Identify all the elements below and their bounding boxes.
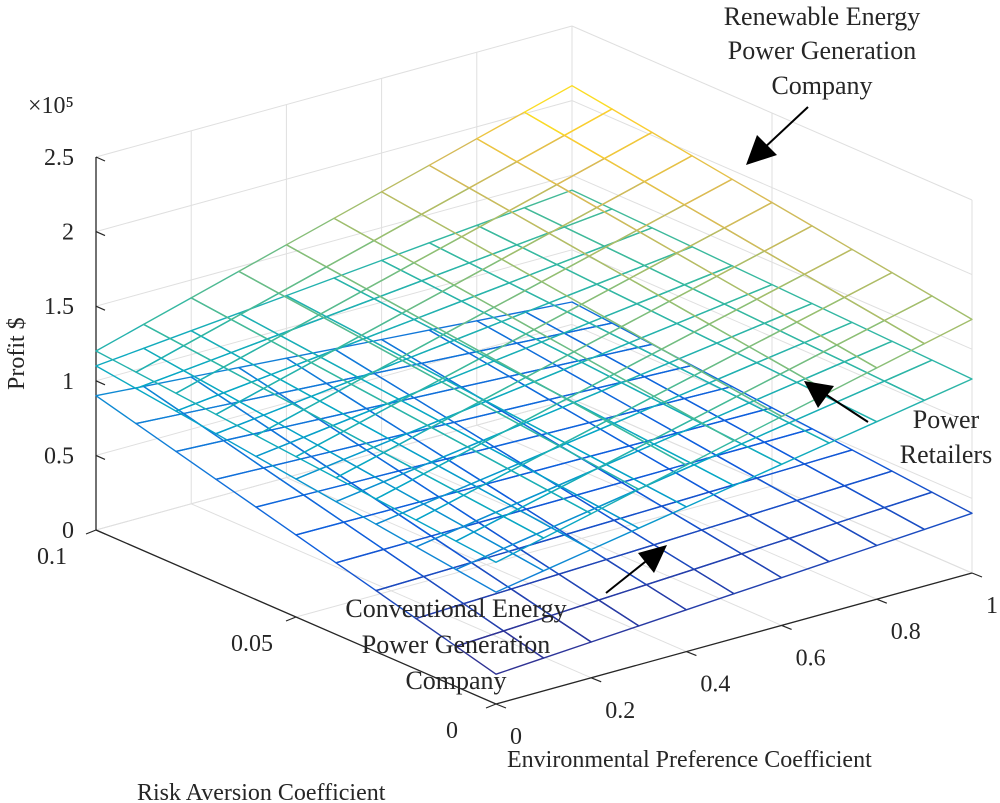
annotation-retailers-line-2: Retailers	[900, 440, 992, 469]
surface-retailers	[95, 189, 973, 593]
arrow-renewable-head	[746, 135, 777, 165]
x-tick-mark	[781, 624, 792, 630]
annotation-renewable-line-2: Power Generation	[728, 36, 916, 65]
x-tick-label: 1	[986, 593, 998, 619]
z-tick-mark	[95, 529, 106, 535]
y-tick-mark	[485, 703, 497, 709]
annotation-retailers-line-1: Power	[913, 405, 980, 434]
y-tick-mark	[285, 616, 297, 622]
y-tick-label: 0.05	[231, 631, 273, 657]
annotation-renewable-line-1: Renewable Energy	[724, 2, 921, 31]
x-tick-mark	[876, 598, 888, 604]
grid-back-z-line	[95, 100, 573, 233]
grid-side-z-line	[571, 25, 973, 201]
annotation-renewable: Renewable Energy Power Generation Compan…	[724, 2, 921, 165]
annotation-conventional-line-3: Company	[405, 666, 506, 695]
z-tick-mark	[95, 380, 106, 386]
grid-back-z-line	[95, 323, 573, 456]
x-tick-label: 0.8	[891, 619, 921, 645]
grid-back-z-line	[95, 249, 573, 382]
arrow-renewable-shaft	[761, 106, 809, 151]
x-tick-mark	[971, 572, 983, 578]
surface-cell	[883, 359, 973, 401]
axes-layer	[85, 156, 983, 709]
surface-layer	[95, 84, 973, 675]
z-tick-mark	[95, 231, 106, 237]
grid-floor-y-line	[295, 485, 773, 618]
x-axis-line	[495, 572, 973, 705]
z-tick-label: 1.5	[44, 294, 74, 320]
arrow-retailers-shaft	[821, 391, 869, 423]
x-tick-mark	[495, 703, 507, 709]
z-tick-label: 2.5	[44, 145, 74, 171]
x-tick-mark	[590, 677, 602, 683]
z-exponent-label: ×10⁵	[28, 93, 74, 119]
z-tick-mark	[95, 156, 106, 162]
x-tick-label: 0.2	[605, 698, 635, 724]
annotation-retailers: Power Retailers	[804, 381, 992, 469]
grid-back-z-line	[95, 25, 573, 158]
y-tick-label: 0	[446, 718, 458, 744]
annotation-conventional: Conventional Energy Power Generation Com…	[345, 545, 667, 695]
x-tick-label: 0.6	[796, 645, 826, 671]
x-tick-label: 0.4	[700, 672, 730, 698]
y-axis-title: Risk Aversion Coefficient	[137, 780, 386, 803]
surface-cell	[883, 295, 973, 345]
annotation-renewable-line-3: Company	[771, 71, 872, 100]
z-tick-label: 0	[62, 518, 74, 544]
grid-side-z-line	[571, 249, 973, 425]
x-tick-mark	[686, 651, 697, 657]
grid-floor-y-line	[95, 398, 573, 531]
z-tick-label: 1	[62, 369, 74, 395]
arrow-conventional-head	[638, 545, 667, 573]
z-tick-mark	[95, 305, 106, 311]
grid-side-z-line	[571, 174, 973, 350]
arrow-retailers-head	[804, 381, 834, 408]
z-tick-label: 0.5	[44, 443, 74, 469]
z-axis-title: Profit $	[4, 317, 30, 390]
y-tick-mark	[85, 529, 97, 535]
annotation-conventional-line-2: Power Generation	[362, 630, 550, 659]
annotation-conventional-line-1: Conventional Energy	[345, 594, 566, 623]
y-tick-label: 0.1	[37, 544, 67, 570]
x-tick-label: 0	[510, 724, 522, 750]
x-axis-title: Environmental Preference Coefficient	[507, 747, 872, 773]
surface-cell	[883, 491, 973, 531]
surface-renewable	[95, 84, 973, 563]
z-tick-label: 2	[62, 220, 74, 246]
grid-side-z-line	[571, 100, 973, 276]
grid-back-z-line	[95, 174, 573, 307]
arrow-conventional-shaft	[605, 557, 651, 594]
z-tick-mark	[95, 454, 106, 460]
